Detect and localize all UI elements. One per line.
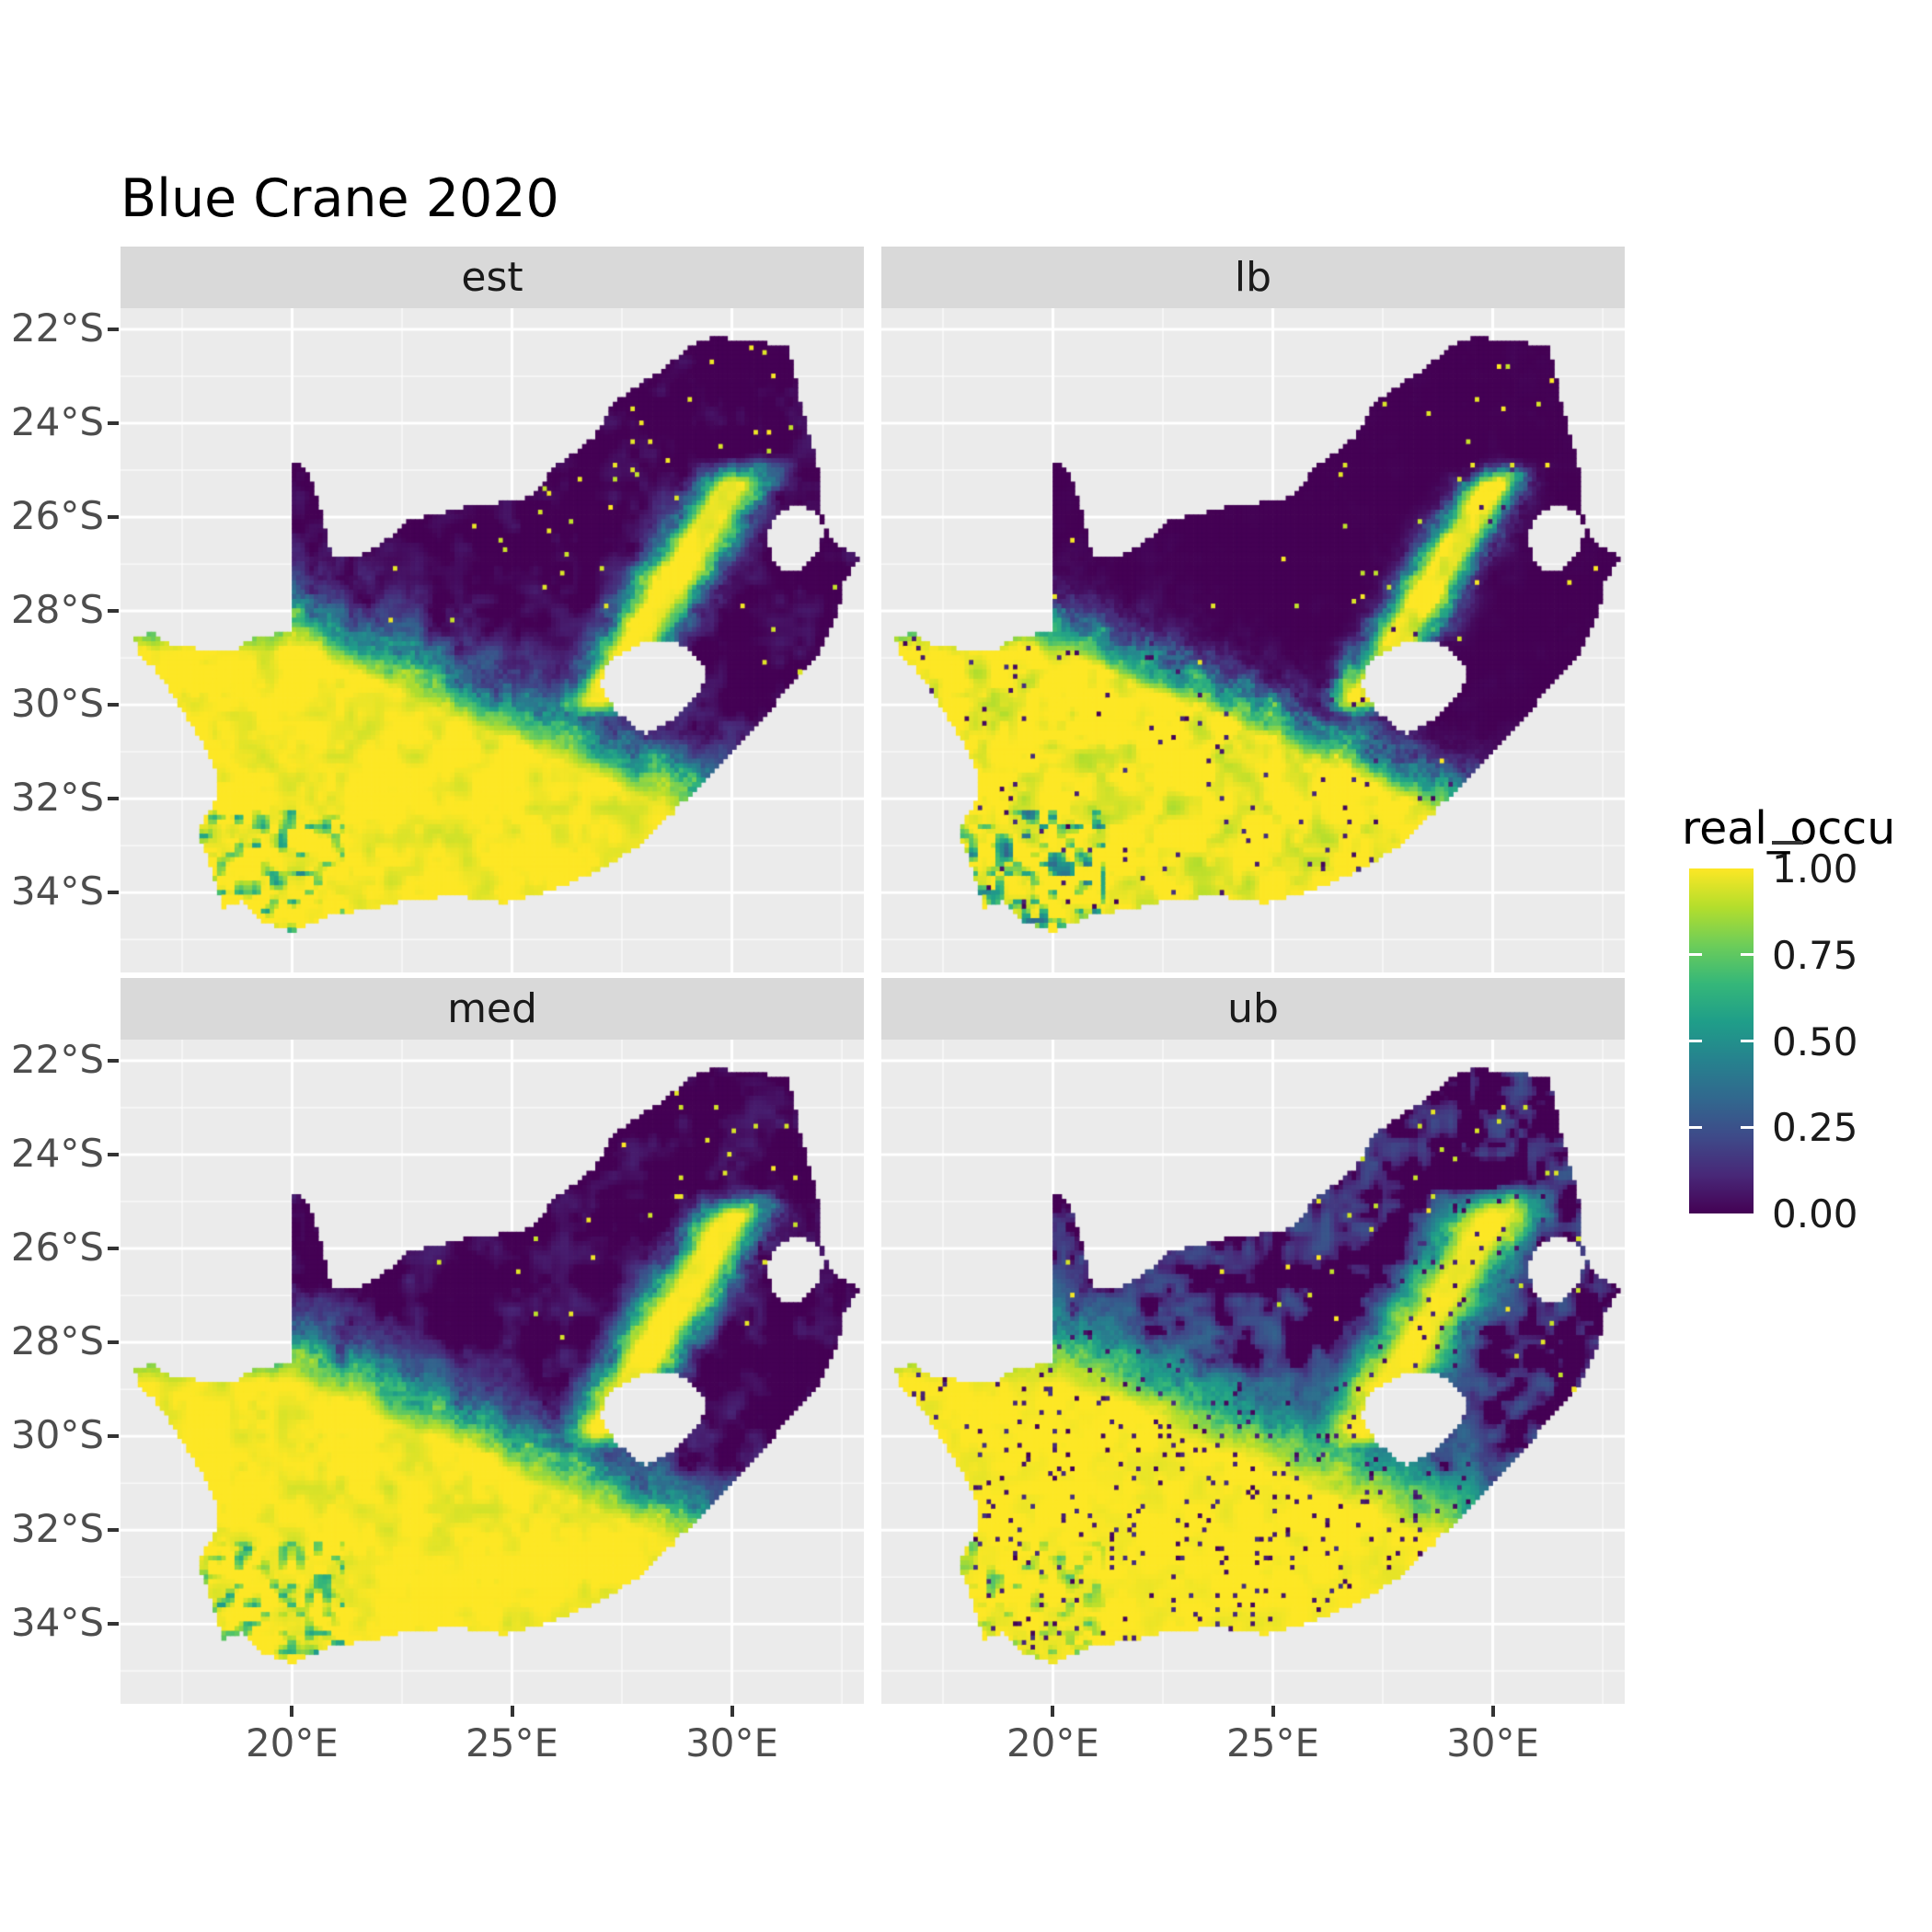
x-tick <box>1271 1706 1275 1717</box>
y-axis-label: 30°S <box>10 1412 104 1458</box>
facet-strip-ub: ub <box>881 978 1625 1040</box>
y-tick <box>108 421 119 425</box>
map-panel-est <box>121 308 864 972</box>
y-tick <box>108 1434 119 1439</box>
y-tick <box>108 1340 119 1345</box>
legend-tick-label: 0.75 <box>1772 932 1858 978</box>
legend-colorbar-tick <box>1741 1040 1754 1042</box>
y-axis-label: 28°S <box>10 587 104 633</box>
x-tick <box>510 1706 514 1717</box>
map-panel-ub <box>881 1040 1625 1704</box>
y-axis-label: 34°S <box>10 1600 104 1646</box>
y-axis-label: 30°S <box>10 681 104 727</box>
y-tick <box>108 797 119 801</box>
x-tick <box>1051 1706 1055 1717</box>
y-tick <box>108 327 119 331</box>
legend-colorbar-tick <box>1741 953 1754 957</box>
y-tick <box>108 609 119 614</box>
x-tick <box>730 1706 734 1717</box>
y-axis-label: 28°S <box>10 1318 104 1364</box>
y-tick <box>108 703 119 707</box>
chart-title: Blue Crane 2020 <box>121 168 559 229</box>
y-tick <box>108 891 119 895</box>
legend-tick-label: 0.00 <box>1772 1191 1858 1236</box>
y-axis-label: 32°S <box>10 775 104 821</box>
legend-tick-label: 0.25 <box>1772 1105 1858 1151</box>
map-panel-lb <box>881 308 1625 972</box>
x-axis-label: 30°E <box>1446 1720 1540 1765</box>
facet-label: lb <box>1234 254 1272 301</box>
legend-top-tick <box>1772 841 1803 845</box>
y-tick <box>108 1528 119 1533</box>
legend-tick-label: 1.00 <box>1772 846 1858 891</box>
legend-colorbar-tick <box>1689 953 1702 957</box>
y-axis-label: 26°S <box>10 1225 104 1271</box>
legend-colorbar-tick <box>1689 1125 1702 1129</box>
facet-label: ub <box>1227 985 1279 1032</box>
map-panel-med <box>121 1040 864 1704</box>
y-tick <box>108 1058 119 1063</box>
x-axis-label: 25°E <box>1226 1720 1319 1765</box>
y-tick <box>108 1622 119 1627</box>
legend-tick-label: 0.50 <box>1772 1018 1858 1064</box>
legend-colorbar-tick <box>1689 1040 1702 1042</box>
x-tick <box>1490 1706 1495 1717</box>
x-tick <box>290 1706 294 1717</box>
y-axis-label: 34°S <box>10 868 104 914</box>
legend-title: real_occu <box>1682 802 1896 855</box>
y-tick <box>108 1153 119 1156</box>
y-axis-label: 26°S <box>10 493 104 539</box>
facet-label: est <box>461 254 523 301</box>
legend-colorbar-tick <box>1741 1125 1754 1129</box>
x-axis-label: 20°E <box>245 1720 339 1765</box>
facet-strip-lb: lb <box>881 247 1625 308</box>
y-axis-label: 32°S <box>10 1506 104 1552</box>
y-axis-label: 22°S <box>10 1036 104 1082</box>
y-tick <box>108 1247 119 1251</box>
x-axis-label: 25°E <box>466 1720 558 1765</box>
facet-strip-med: med <box>121 978 864 1040</box>
facet-strip-est: est <box>121 247 864 308</box>
facet-label: med <box>447 985 537 1032</box>
x-axis-label: 30°E <box>685 1720 779 1765</box>
x-axis-label: 20°E <box>1006 1720 1099 1765</box>
y-axis-label: 22°S <box>10 305 104 351</box>
y-tick <box>108 515 119 520</box>
y-axis-label: 24°S <box>10 1131 104 1176</box>
y-axis-label: 24°S <box>10 399 104 444</box>
